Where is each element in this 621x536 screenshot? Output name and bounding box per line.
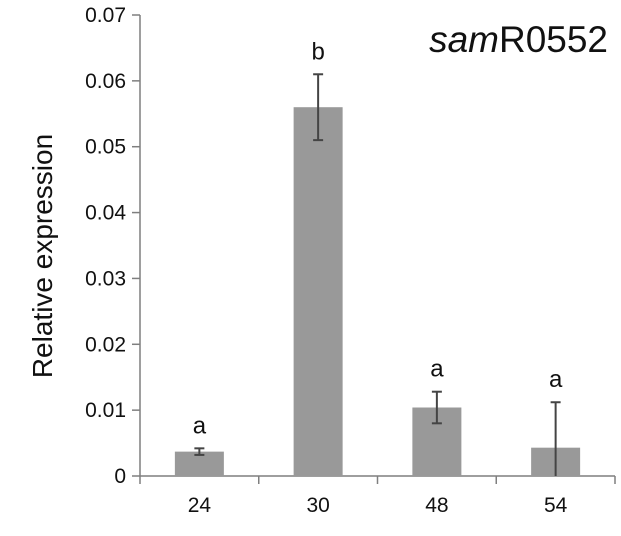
x-tick-label: 30 [306,494,329,517]
error-bars [194,73,561,476]
x-tick-label: 24 [188,494,212,517]
significance-label: a [430,356,444,383]
chart-title: samR0552 [429,19,608,60]
chart-title-rest: R0552 [499,19,608,60]
y-tick-label: 0.06 [85,70,126,93]
bar-30 [293,107,343,476]
significance-label: a [549,366,563,393]
significance-label: a [193,412,207,439]
y-tick-label: 0.07 [85,4,126,27]
labels: 0 0.01 0.02 0.03 0.04 0.05 0.06 0.07 a 24 b 30 a 48 a 5… [85,4,567,517]
chart-title-italic: sam [429,19,499,60]
y-axis-label: Relative expression [27,134,58,378]
y-tick-label: 0.01 [85,399,126,422]
bars [174,107,581,476]
x-tick-label: 54 [544,494,568,517]
y-tick-label: 0.04 [85,202,126,225]
y-tick-label: 0.03 [85,267,126,290]
significance-label: b [311,38,324,65]
y-tick-label: 0.05 [85,136,126,159]
x-tick-label: 48 [425,494,448,517]
y-tick-label: 0 [114,465,126,488]
y-tick-label: 0.02 [85,333,126,356]
